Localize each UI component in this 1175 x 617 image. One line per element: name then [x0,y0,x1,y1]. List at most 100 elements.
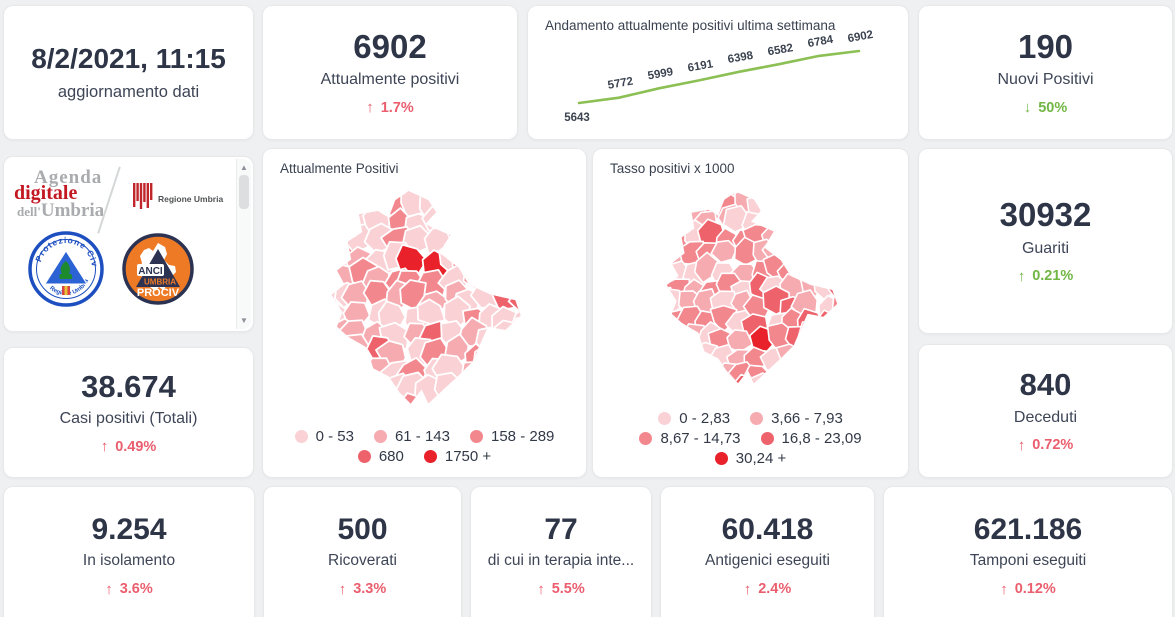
legend-item: 0 - 2,83 [658,410,730,427]
scrollbar-thumb[interactable] [239,175,249,209]
attualmente-positivi-card: 6902 Attualmente positivi ↑ 1.7% [262,5,518,140]
deceduti-label: Deceduti [1013,408,1078,426]
regione-umbria-banner-icon [133,183,153,209]
isolamento-value: 9.254 [91,513,167,546]
svg-text:6902: 6902 [847,29,874,45]
scroll-up-button[interactable]: ▲ [240,163,248,172]
agenda-digitale-logo-line3: dell'Umbria [17,200,105,221]
legend-item: 30,24 + [714,450,787,467]
trend-value: 0.49% [115,438,157,455]
isolamento-label: In isolamento [82,552,176,570]
trend-value: 50% [1038,99,1068,116]
guariti-card: 30932 Guariti ↑ 0.21% [918,148,1173,334]
svg-text:ANCI: ANCI [138,266,163,277]
trend-up-icon: ↑ [100,438,109,456]
trend-chart-card: Andamento attualmente positivi ultima se… [527,5,909,140]
trend-down-icon: ↓ [1023,99,1032,117]
deceduti-value: 840 [1019,367,1072,403]
trend-up-icon: ↑ [537,580,545,598]
positives-trend-line-chart[interactable]: 5643 5772 5999 6191 6398 6582 6784 6902 [528,6,908,139]
legend-item: 61 - 143 [373,428,450,445]
svg-text:6398: 6398 [727,50,755,66]
umbria-choropleth-map[interactable] [315,179,535,417]
legend-dot [470,430,483,443]
legend-item: 158 - 289 [470,428,554,445]
trend-up-icon: ↑ [338,580,347,598]
legend-label: 680 [378,448,404,465]
trend-indicator: ↑ 3.3% [339,581,387,598]
legend-item: 3,66 - 7,93 [750,410,843,427]
svg-text:UMBRIA: UMBRIA [144,278,176,287]
legend-dot [750,412,764,425]
trend-up-icon: ↑ [743,580,752,598]
svg-text:5772: 5772 [607,76,634,92]
legend-label: 16,8 - 23,09 [781,430,862,447]
attualmente-positivi-label: Attualmente positivi [320,71,460,89]
legend-dot [714,452,728,465]
trend-value: 0.21% [1032,268,1074,285]
ricoverati-value: 500 [337,513,388,546]
anci-umbria-prociv-logo: ANCI UMBRIA PROCIV [122,233,194,305]
isolamento-card: 9.254 In isolamento ↑ 3.6% [3,486,255,617]
nuovi-positivi-label: Nuovi Positivi [997,71,1094,89]
map-title: Tasso positivi x 1000 [610,161,735,176]
casi-totali-label: Casi positivi (Totali) [59,410,198,428]
map-title: Attualmente Positivi [280,161,399,176]
legend-item: 16,8 - 23,09 [760,430,862,447]
legend-label: 8,67 - 14,73 [660,430,741,447]
scroll-down-button[interactable]: ▼ [240,316,248,325]
legend-label: 30,24 + [735,450,787,467]
legend-label: 0 - 2,83 [679,410,731,427]
logos-scrollbar[interactable]: ▲ ▼ [236,159,251,329]
trend-value: 2.4% [758,581,792,598]
terapia-intensiva-value: 77 [544,513,578,546]
trend-indicator: ↑ 3.6% [105,581,153,598]
legend-dot [357,450,371,463]
update-label: aggiornamento dati [57,83,200,101]
legend-dot [423,450,437,463]
legend-label: 1750 + [444,448,492,465]
trend-indicator: ↑ 5.5% [537,581,585,598]
tasso-positivi-map-card: Tasso positivi x 1000 0 - 2,83 3,66 - 7,9… [592,148,909,478]
trend-value: 0.12% [1014,581,1056,598]
trend-indicator: ↑ 0.72% [1018,437,1074,454]
legend-item: 8,67 - 14,73 [639,430,741,447]
legend-dot [373,430,387,443]
legend-label: 61 - 143 [394,428,450,445]
nuovi-positivi-card: 190 Nuovi Positivi ↓ 50% [918,5,1173,140]
attualmente-positivi-map-card: Attualmente Positivi 0 - 53 61 - 143 158 -… [262,148,587,478]
agenda-digitale-logo-line1: Agenda [34,167,103,188]
tamponi-label: Tamponi eseguiti [969,552,1087,570]
svg-text:5999: 5999 [647,66,674,82]
trend-up-icon: ↑ [1000,580,1008,598]
trend-value: 0.72% [1032,437,1074,454]
guariti-value: 30932 [999,196,1092,234]
casi-totali-card: 38.674 Casi positivi (Totali) ↑ 0.49% [3,347,254,478]
update-datetime: 8/2/2021, 11:15 [31,43,226,74]
trend-indicator: ↑ 0.49% [101,438,157,455]
trend-indicator: ↑ 1.7% [366,99,414,116]
terapia-intensiva-card: 77 di cui in terapia inte... ↑ 5.5% [470,486,652,617]
umbria-choropleth-map[interactable] [651,181,851,395]
legend-label: 0 - 53 [315,428,354,445]
logos-card: Agenda digitale dell'Umbria Regione Umbr… [3,156,254,332]
map-legend: 0 - 53 61 - 143 158 - 289 680 1750 + [263,428,586,465]
tamponi-value: 621.186 [973,513,1083,546]
legend-item: 1750 + [423,448,492,465]
svg-text:PROCIV: PROCIV [137,287,180,299]
legend-dot [294,430,308,443]
ricoverati-card: 500 Ricoverati ↑ 3.3% [263,486,462,617]
trend-value: 3.3% [353,581,387,598]
regione-umbria-label: Regione Umbria [158,194,224,204]
nuovi-positivi-value: 190 [1017,27,1074,65]
ricoverati-label: Ricoverati [328,552,397,570]
legend-dot [760,432,774,445]
terapia-intensiva-label: di cui in terapia inte... [487,552,635,570]
trend-value: 5.5% [551,581,585,598]
update-card: 8/2/2021, 11:15 aggiornamento dati [3,5,254,140]
trend-indicator: ↑ 2.4% [744,581,792,598]
trend-up-icon: ↑ [1017,267,1026,285]
antigenici-label: Antigenici eseguiti [705,552,830,570]
trend-value: 3.6% [119,581,153,598]
